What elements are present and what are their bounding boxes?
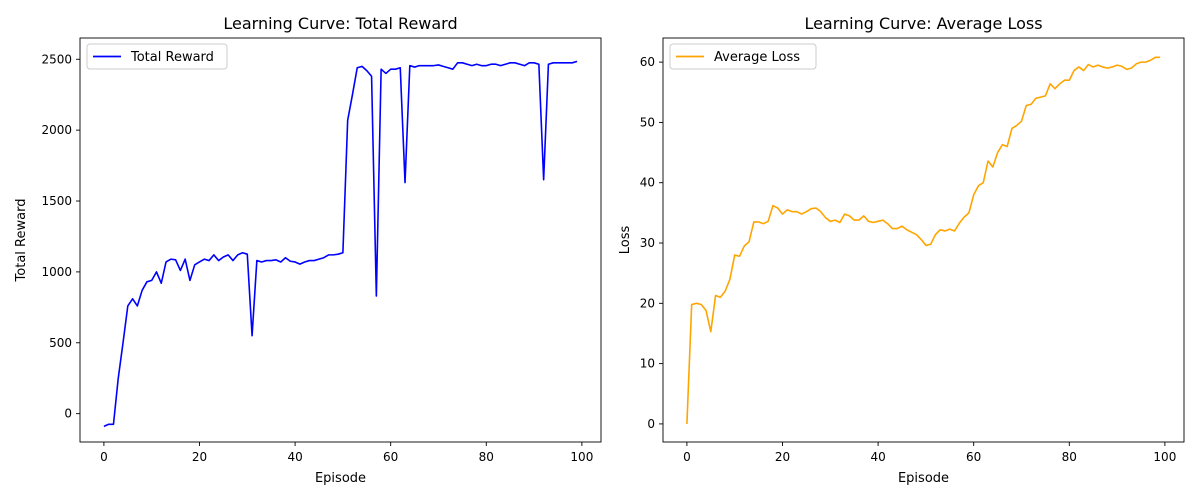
x-tick-label: 20: [775, 450, 790, 464]
chart-title: Learning Curve: Average Loss: [804, 14, 1042, 33]
legend-box: [669, 43, 817, 70]
y-tick-label: 0: [64, 407, 72, 421]
legend-label: Total Reward: [130, 50, 214, 65]
y-tick-label: 10: [640, 357, 655, 371]
x-tick-label: 60: [966, 450, 981, 464]
x-axis-label: Episode: [898, 471, 949, 486]
x-tick-label: 60: [383, 450, 398, 464]
y-tick-label: 2500: [41, 52, 72, 66]
y-tick-label: 1000: [41, 265, 72, 279]
y-tick-label: 30: [640, 236, 655, 250]
x-tick-label: 40: [870, 450, 885, 464]
x-axis-label: Episode: [315, 471, 366, 486]
chart-panel-1: Learning Curve: Total Reward 0 20 40 60 80 100…: [14, 14, 602, 486]
y-axis-label: Loss: [618, 226, 633, 255]
plot-frame: [662, 37, 1185, 443]
x-tick-label: 0: [100, 450, 108, 464]
y-tick-label: 40: [640, 176, 655, 190]
y-tick-label: 2000: [41, 123, 72, 137]
x-tick-label: 80: [479, 450, 494, 464]
legend: Total Reward: [86, 43, 228, 70]
x-tick-label: 100: [570, 450, 593, 464]
x-tick-label: 0: [683, 450, 691, 464]
legend-label: Average Loss: [714, 50, 800, 65]
legend: Average Loss: [669, 43, 817, 70]
y-tick-label: 60: [640, 55, 655, 69]
y-tick-label: 50: [640, 115, 655, 129]
chart-title: Learning Curve: Total Reward: [223, 14, 457, 33]
series-line-total-reward: [103, 60, 578, 428]
series-line-average-loss: [686, 56, 1161, 424]
plot-frame: [79, 37, 602, 443]
x-tick-label: 100: [1153, 450, 1176, 464]
y-axis-label: Total Reward: [14, 199, 29, 283]
y-tick-label: 0: [647, 417, 655, 431]
x-tick-label: 40: [287, 450, 302, 464]
legend-box: [86, 43, 228, 70]
y-tick-label: 500: [49, 336, 72, 350]
y-tick-label: 20: [640, 296, 655, 310]
y-tick-label: 1500: [41, 194, 72, 208]
x-tick-label: 20: [192, 450, 207, 464]
x-tick-label: 80: [1062, 450, 1077, 464]
